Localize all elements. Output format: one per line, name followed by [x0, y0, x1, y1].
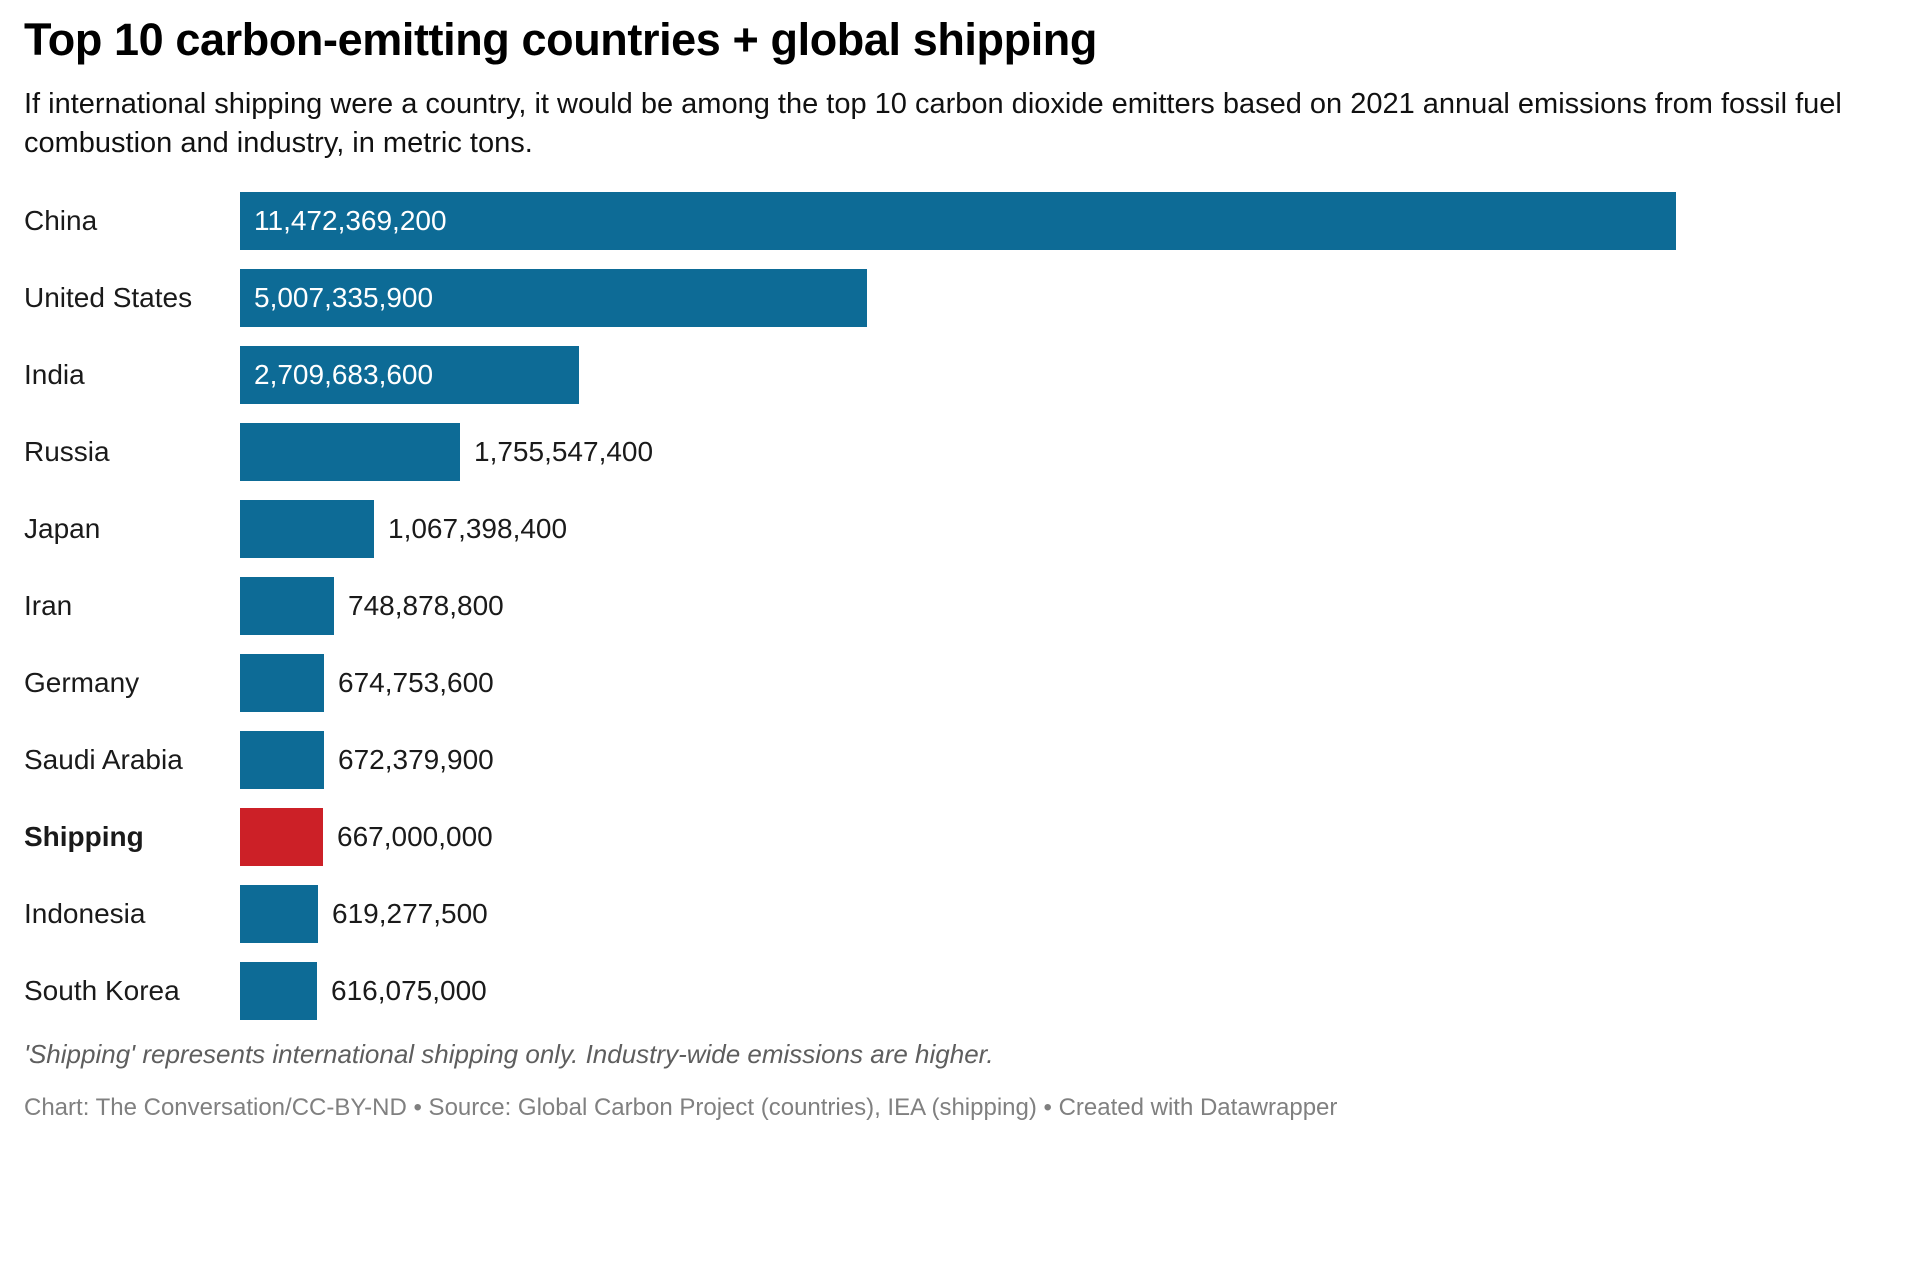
bar[interactable] [240, 500, 374, 559]
bar-value-label: 5,007,335,900 [254, 282, 434, 314]
bar-row: Japan 1,067,398,400 [24, 500, 1896, 559]
bar-row: Indonesia 619,277,500 [24, 885, 1896, 944]
bar-category-label: Saudi Arabia [24, 744, 183, 776]
bar[interactable] [240, 731, 324, 790]
bar-value-label: 1,067,398,400 [388, 513, 568, 545]
bar-track: 667,000,000 [240, 808, 1896, 867]
bar-category-label: Iran [24, 590, 73, 622]
bar-track: 2,709,683,600 [240, 346, 1896, 405]
chart-notes: 'Shipping' represents international ship… [24, 1039, 994, 1070]
bar-category-label: Indonesia [24, 898, 146, 930]
bar[interactable]: 11,472,369,200 [240, 192, 1676, 251]
bar-category-label: Japan [24, 513, 101, 545]
bar-row: South Korea 616,075,000 [24, 962, 1896, 1021]
bar[interactable]: 5,007,335,900 [240, 269, 867, 328]
bar[interactable]: 2,709,683,600 [240, 346, 579, 405]
bar-track: 616,075,000 [240, 962, 1896, 1021]
bar-highlight[interactable] [240, 808, 323, 867]
bar-track: 672,379,900 [240, 731, 1896, 790]
bar-value-label: 2,709,683,600 [254, 359, 434, 391]
bar-value-label: 667,000,000 [337, 821, 493, 853]
chart-source: Chart: The Conversation/CC-BY-ND • Sourc… [24, 1094, 1338, 1122]
bar-row: Shipping 667,000,000 [24, 808, 1896, 867]
bar[interactable] [240, 885, 318, 944]
bar-track: 11,472,369,200 [240, 192, 1896, 251]
bar-row: United States 5,007,335,900 [24, 269, 1896, 328]
bar-row: Russia 1,755,547,400 [24, 423, 1896, 482]
bar-value-label: 11,472,369,200 [254, 205, 447, 237]
bar-track: 748,878,800 [240, 577, 1896, 636]
bar-value-label: 674,753,600 [338, 667, 494, 699]
bar[interactable] [240, 654, 324, 713]
bar-value-label: 672,379,900 [338, 744, 494, 776]
bar-row: Germany 674,753,600 [24, 654, 1896, 713]
bar-category-label: China [24, 205, 98, 237]
bar-track: 5,007,335,900 [240, 269, 1896, 328]
bar-category-label: Russia [24, 436, 110, 468]
bar-track: 1,067,398,400 [240, 500, 1896, 559]
bar[interactable] [240, 577, 334, 636]
bar-chart: China 11,472,369,200 United States 5,007,33… [24, 192, 1896, 1022]
bar-row: China 11,472,369,200 [24, 192, 1896, 251]
bar-category-label: Germany [24, 667, 140, 699]
bar-track: 674,753,600 [240, 654, 1896, 713]
bar-row: India 2,709,683,600 [24, 346, 1896, 405]
bar[interactable] [240, 962, 317, 1021]
bar-value-label: 748,878,800 [348, 590, 504, 622]
bar-category-label: United States [24, 282, 193, 314]
bar-row: Saudi Arabia 672,379,900 [24, 731, 1896, 790]
bar-value-label: 1,755,547,400 [474, 436, 654, 468]
chart-subtitle: If international shipping were a country… [24, 88, 1842, 159]
bar-track: 1,755,547,400 [240, 423, 1896, 482]
bar-track: 619,277,500 [240, 885, 1896, 944]
bar-category-label: Shipping [24, 821, 144, 853]
bar-category-label: South Korea [24, 975, 180, 1007]
bar-category-label: India [24, 359, 85, 391]
bar-value-label: 616,075,000 [331, 975, 487, 1007]
bar[interactable] [240, 423, 460, 482]
page-title: Top 10 carbon-emitting countries + globa… [24, 14, 1097, 65]
bar-value-label: 619,277,500 [332, 898, 488, 930]
bar-row: Iran 748,878,800 [24, 577, 1896, 636]
